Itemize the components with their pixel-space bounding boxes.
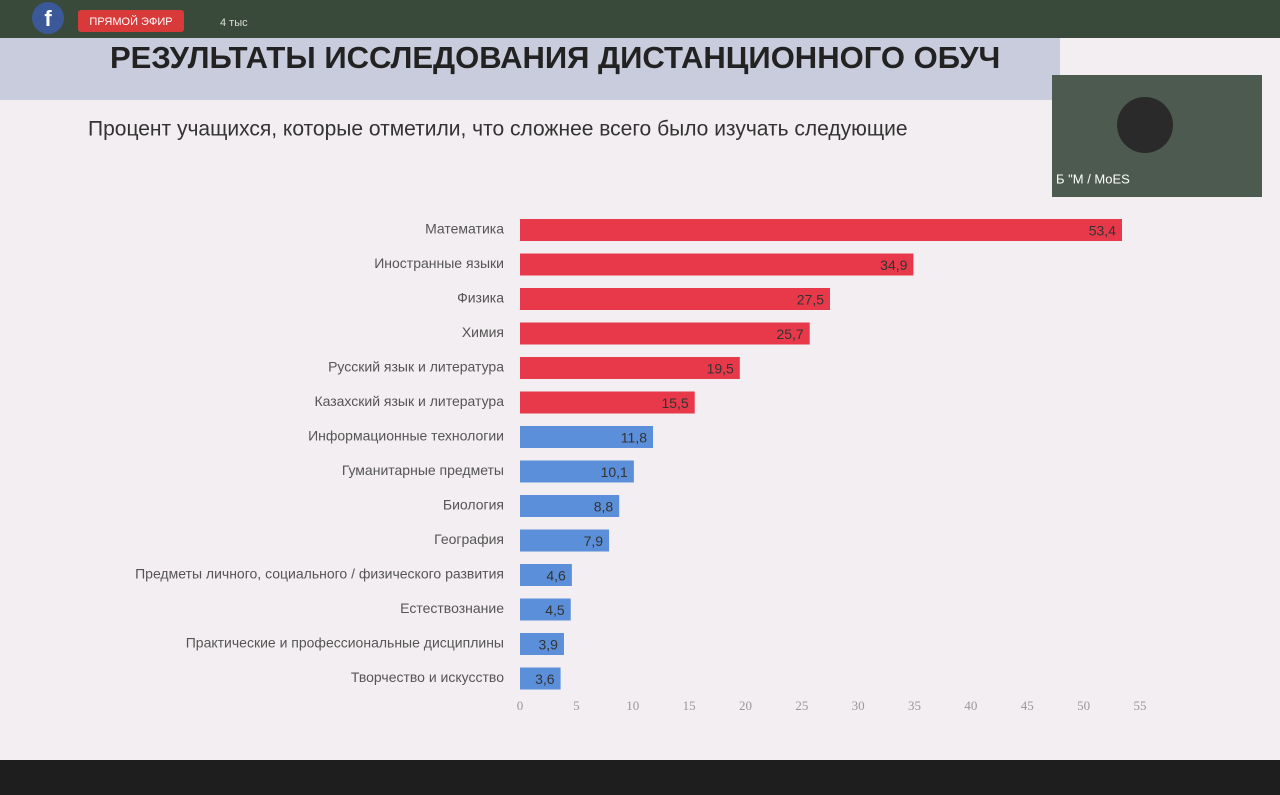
category-label: Химия: [462, 324, 504, 340]
category-label: Естествознание: [400, 600, 504, 616]
bar: [520, 633, 564, 655]
x-tick-label: 20: [739, 698, 752, 713]
x-tick-label: 50: [1077, 698, 1090, 713]
x-tick-label: 55: [1134, 698, 1147, 713]
category-label: Русский язык и литература: [328, 359, 504, 375]
value-label: 15,5: [661, 395, 688, 411]
bar: [520, 253, 914, 276]
live-badge: [78, 10, 184, 32]
bar: [520, 529, 610, 552]
value-label: 25,7: [776, 326, 803, 342]
title-band: [0, 38, 1060, 100]
chart-title: РЕЗУЛЬТАТЫ ИССЛЕДОВАНИЯ ДИСТАНЦИОННОГО О…: [110, 40, 1000, 75]
value-label: 4,6: [546, 568, 566, 584]
bar: [520, 357, 740, 379]
bottom-bar: [0, 760, 1280, 795]
category-label: Казахский язык и литература: [314, 393, 504, 409]
x-tick-label: 5: [573, 698, 580, 713]
bar: [520, 219, 1122, 241]
x-tick-label: 30: [852, 698, 865, 713]
category-label: Биология: [443, 497, 504, 513]
x-tick-label: 0: [517, 698, 524, 713]
bar: [520, 460, 634, 483]
value-label: 11,8: [621, 430, 647, 446]
x-tick-label: 35: [908, 698, 921, 713]
bar: [520, 564, 572, 586]
value-label: 53,4: [1089, 223, 1116, 239]
value-label: 8,8: [594, 499, 614, 515]
value-label: 7,9: [584, 533, 604, 549]
bar: [520, 495, 620, 517]
live-badge-text: ПРЯМОЙ ЭФИР: [89, 15, 172, 28]
facebook-letter: f: [44, 6, 52, 31]
category-label: Творчество и искусство: [351, 669, 504, 685]
value-label: 19,5: [707, 361, 734, 377]
category-label: Гуманитарные предметы: [342, 462, 504, 478]
x-tick-label: 15: [683, 698, 696, 713]
x-tick-label: 40: [964, 698, 977, 713]
bar: [520, 322, 810, 345]
bar: [520, 598, 571, 621]
category-label: Физика: [457, 290, 504, 306]
category-label: Информационные технологии: [308, 428, 504, 444]
bar: [520, 391, 695, 414]
value-label: 34,9: [880, 257, 907, 273]
category-label: География: [434, 531, 504, 547]
viewers: 4 тыс: [220, 17, 248, 29]
category-label: Математика: [425, 221, 504, 237]
category-label: Практические и профессиональные дисципли…: [186, 635, 504, 651]
value-label: 4,5: [545, 602, 565, 618]
top-bar: [0, 0, 1280, 38]
x-tick-label: 10: [626, 698, 639, 713]
x-tick-label: 25: [795, 698, 808, 713]
bar: [520, 288, 830, 310]
value-label: 27,5: [797, 292, 824, 308]
bar: [520, 426, 654, 448]
bar: [520, 667, 561, 690]
x-tick-label: 45: [1021, 698, 1034, 713]
category-label: Предметы личного, социального / физическ…: [135, 566, 504, 582]
chart-subtitle: Процент учащихся, которые отметили, что …: [88, 118, 908, 141]
category-label: Иностранные языки: [374, 255, 504, 271]
facebook-icon[interactable]: [32, 2, 64, 34]
value-label: 3,6: [535, 671, 555, 687]
value-label: 3,9: [538, 637, 558, 653]
value-label: 10,1: [601, 464, 628, 480]
video-caption: Б "М / MoES: [1056, 171, 1130, 186]
speaker: [1117, 97, 1173, 153]
